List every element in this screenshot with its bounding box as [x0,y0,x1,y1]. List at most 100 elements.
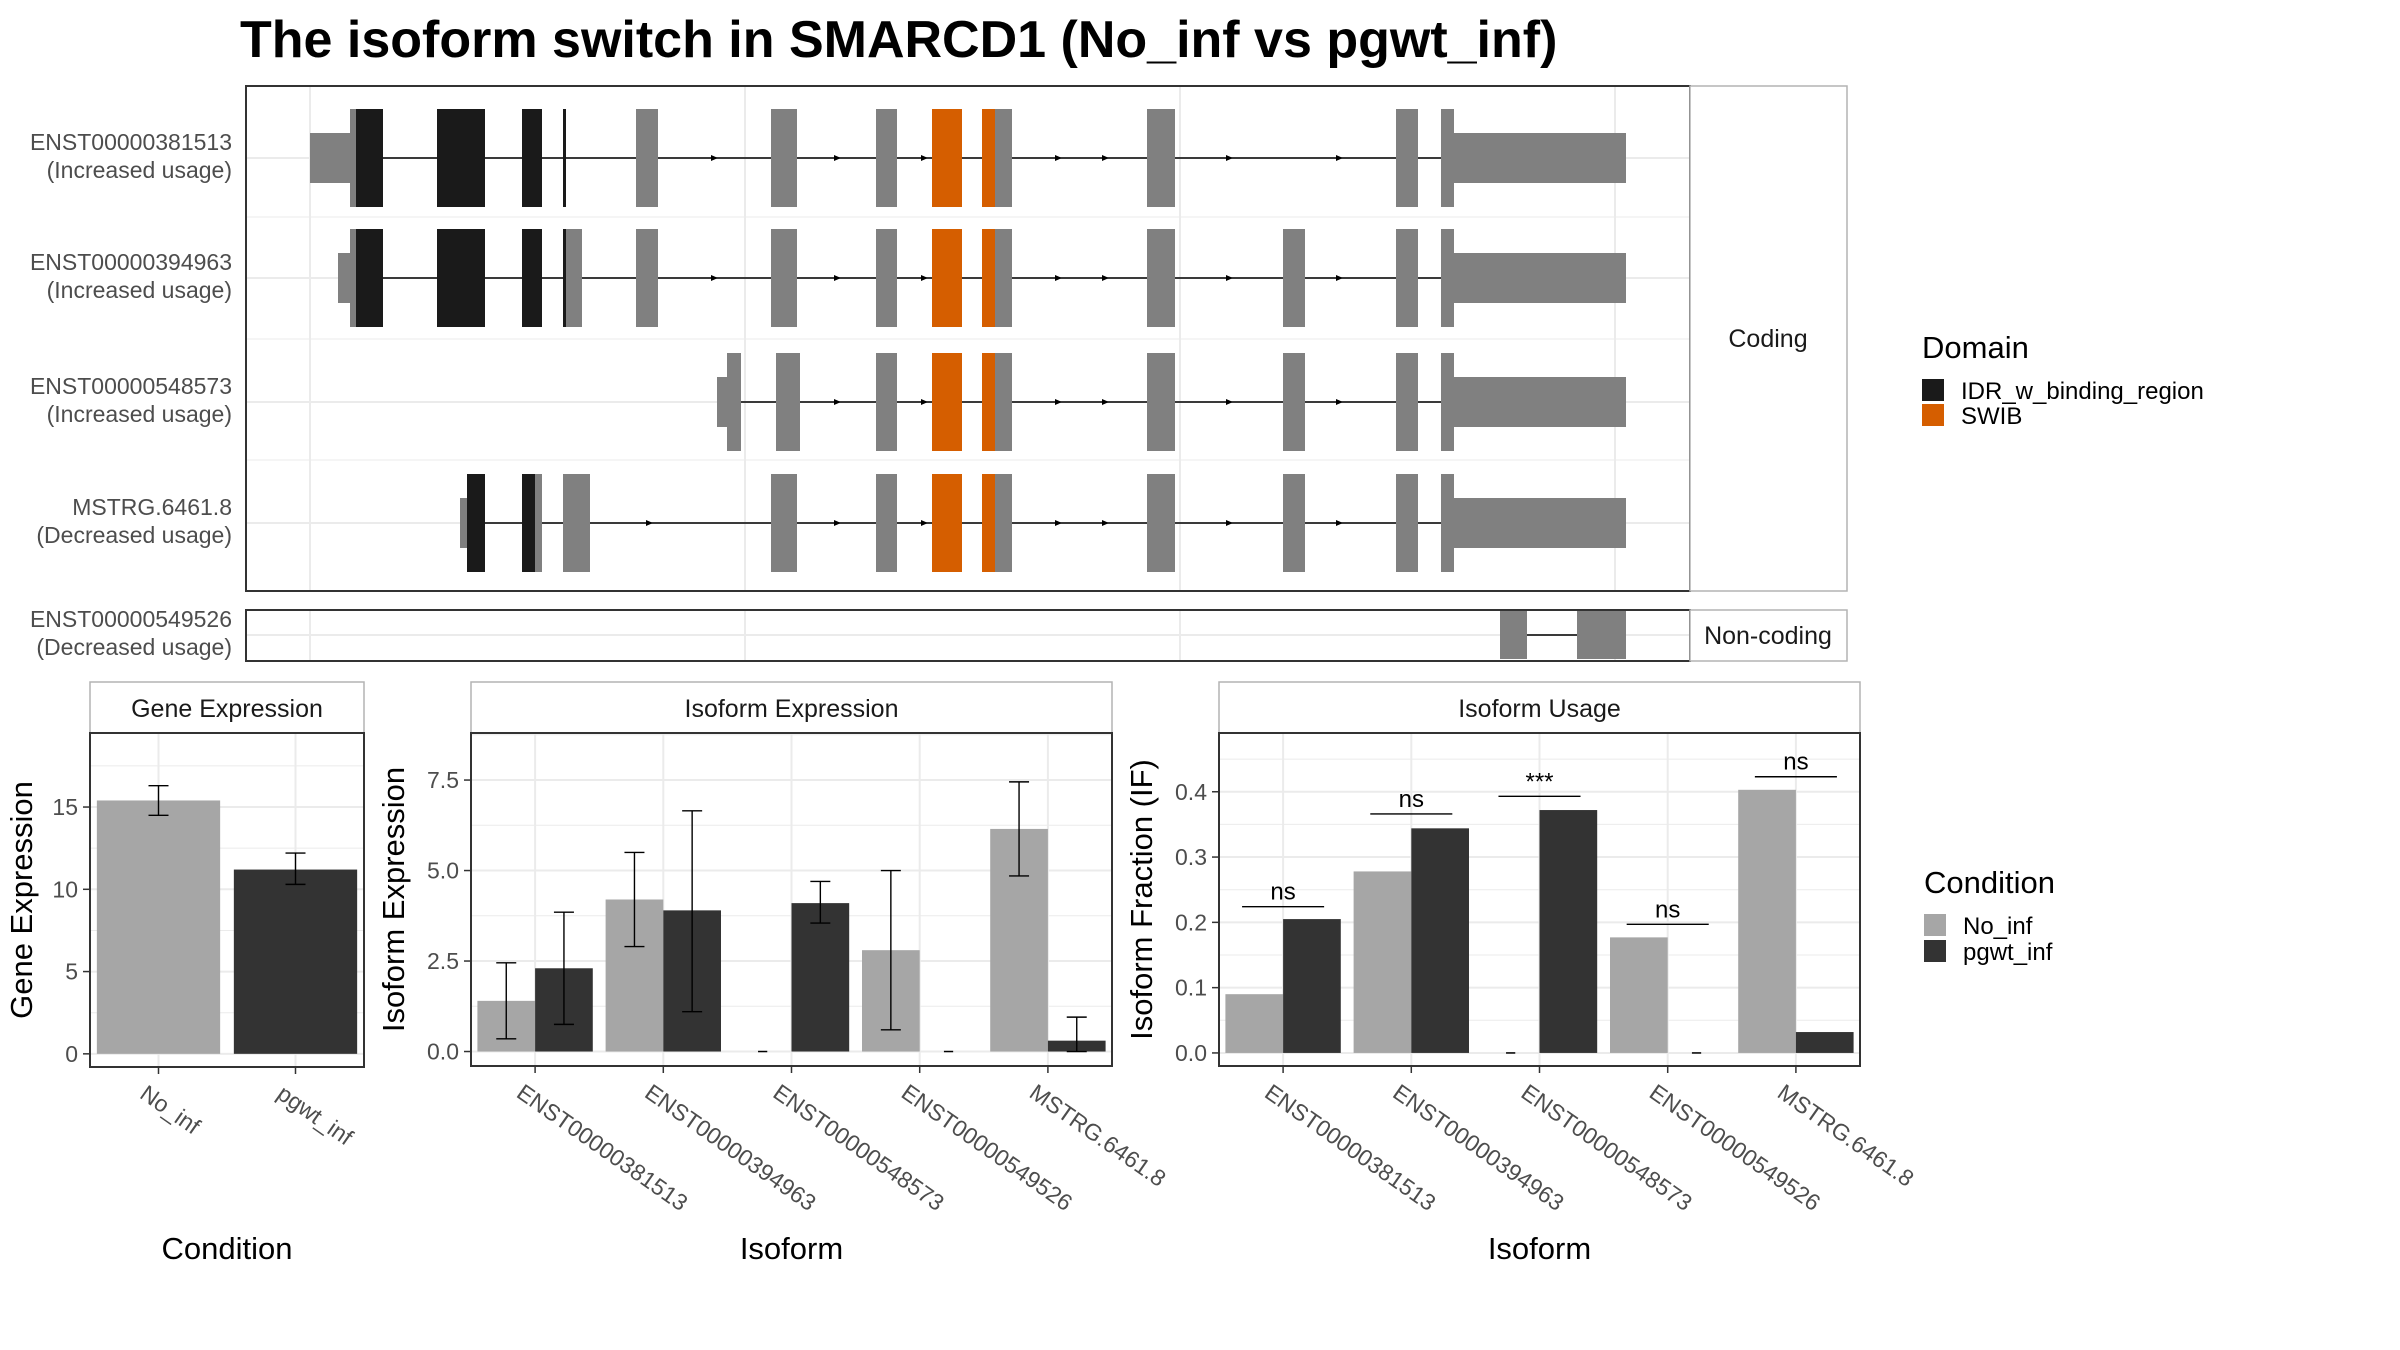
intron-arrow [834,520,841,526]
bar [1411,828,1469,1053]
exon [1454,498,1626,548]
exon [995,109,1012,207]
intron-arrow [1055,275,1062,281]
y-tick-label: 7.5 [427,767,459,793]
intron-arrow [921,520,928,526]
panel-title: Gene Expression [131,695,323,723]
error-bar [285,852,306,886]
exon [338,253,350,303]
intron-arrow [834,155,841,161]
x-axis-title: Condition [162,1231,293,1266]
significance-label: *** [1525,768,1553,795]
panel-title: Isoform Usage [1458,695,1621,723]
y-tick-label: 2.5 [427,948,459,974]
y-tick-label: 0.2 [1175,909,1207,935]
legend-swatch-idr [1922,379,1944,401]
swib-domain [982,353,995,451]
idr-domain [522,229,542,327]
gene-expression-chart: Gene Expression 0 5 10 15 No_inf pgwt_inf Condi… [4,681,365,1266]
exon [1283,229,1305,327]
exon [771,109,797,207]
exon [1500,611,1527,659]
exon [1147,229,1175,327]
transcript-track [717,353,1626,451]
transcript-track [310,109,1626,207]
y-tick-label: 0.3 [1175,844,1207,870]
bar [1795,1032,1854,1053]
isoform-usage-chart: Isoform Usagensns***nsns0.00.10.20.30.4E… [1124,681,1919,1266]
exon [636,109,658,207]
y-axis-title: Isoform Fraction (IF) [1124,759,1159,1040]
bar [1610,937,1668,1053]
x-tick-label: pgwt_inf [273,1080,359,1151]
y-axis-title: Isoform Expression [376,767,411,1032]
bar [1738,789,1796,1053]
exon [563,474,590,572]
exon [1454,377,1626,427]
exon [1396,474,1418,572]
idr-domain [563,109,566,207]
transcript-usage: (Decreased usage) [36,522,232,548]
exon [1441,474,1454,572]
y-tick-label: 0.1 [1175,975,1207,1001]
exon [535,474,542,572]
transcript-labels: ENST00000381513(Increased usage)ENST0000… [30,129,232,660]
swib-domain [932,474,962,572]
noncoding-strip-label: Non-coding [1704,622,1832,650]
intron-arrow [1226,399,1233,405]
transcript-label: MSTRG.6461.8(Decreased usage) [36,494,232,548]
exon [1577,611,1626,659]
exon [1396,353,1418,451]
error-bar [496,962,517,1040]
x-tick-label: No_inf [136,1080,206,1140]
swib-domain [982,109,995,207]
transcript-name: ENST00000549526 [30,606,232,632]
significance-label: ns [1270,879,1295,906]
exon [1147,474,1175,572]
y-tick-label: 0.4 [1175,779,1207,805]
error-bar [1009,781,1030,877]
exon [350,109,356,207]
exon [1454,253,1626,303]
x-axis-title: Isoform [740,1231,843,1266]
exon [1441,353,1454,451]
error-bar [624,851,645,948]
legend-label-pgwt-inf: pgwt_inf [1963,939,2053,966]
bar [96,800,221,1054]
error-bar [810,880,831,924]
transcript-panel: Coding Non-coding ENST00000381513(Increa… [30,85,1848,662]
swib-domain [982,229,995,327]
intron-arrow [1102,275,1109,281]
noncoding-panel-grid [247,611,1689,660]
intron-arrow [1055,155,1062,161]
intron-arrow [1336,275,1343,281]
transcript-label: ENST00000549526(Decreased usage) [30,606,232,660]
legend-label-no-inf: No_inf [1963,913,2033,940]
exon [1283,353,1305,451]
condition-legend-title: Condition [1924,865,2055,900]
transcript-label: ENST00000548573(Increased usage) [30,373,232,427]
exon [771,474,797,572]
exon [876,353,897,451]
condition-legend: Condition No_inf pgwt_inf [1924,865,2055,966]
legend-swatch-no-inf [1924,914,1946,936]
y-tick-label: 0.0 [1175,1040,1207,1066]
y-tick-label: 5 [65,959,78,985]
bar [1539,810,1598,1053]
noncoding-strip [1689,609,1848,662]
significance-label: ns [1783,749,1808,776]
bar [1225,994,1284,1053]
idr-domain [522,109,542,207]
exon [771,229,797,327]
exon [717,377,727,427]
y-tick-label: 0 [65,1041,78,1067]
intron-arrow [921,155,928,161]
figure-title: The isoform switch in SMARCD1 (No_inf vs… [240,11,1557,69]
transcript-name: ENST00000381513 [30,129,232,155]
significance-label: ns [1655,896,1680,923]
domain-legend-title: Domain [1922,330,2029,365]
exon [876,229,897,327]
idr-domain [522,474,535,572]
error-bar [682,810,703,1013]
